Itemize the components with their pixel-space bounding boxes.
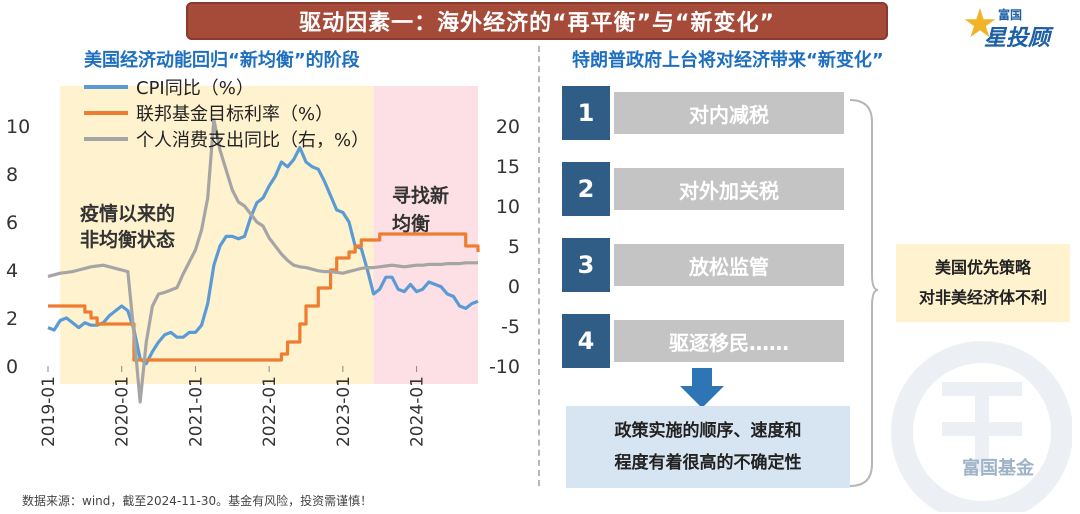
watermark-text: 富国基金 — [962, 458, 1034, 479]
left-subtitle: 美国经济动能回归“新均衡”的阶段 — [84, 50, 360, 71]
policy-line-1: 美国优先策略 — [934, 258, 1031, 277]
right-axis-tick-label: 5 — [508, 236, 520, 258]
panel-divider — [538, 46, 540, 486]
right-axis-tick-label: 10 — [496, 196, 520, 218]
left-axis-tick-label: 2 — [6, 308, 18, 330]
region-label: 疫情以来的 — [80, 202, 175, 225]
region-label: 非均衡状态 — [80, 228, 175, 251]
uncertainty-line-2: 程度有着很高的不确定性 — [614, 453, 802, 473]
legend-label-fed: 联邦基金目标利率（%） — [136, 104, 334, 125]
left-axis-tick-label: 6 — [6, 212, 18, 234]
x-axis-tick-label: 2024-01 — [408, 376, 428, 447]
watermark-logo-icon — [891, 341, 1072, 512]
series-line — [47, 118, 478, 404]
right-axis: -10 -5 0 5 10 15 20 — [489, 116, 520, 378]
x-axis-tick-label: 2021-01 — [186, 376, 206, 447]
step-4: 4 驱逐移民…… — [562, 314, 844, 368]
step-label: 对内减税 — [614, 92, 844, 134]
left-axis-tick-label: 8 — [6, 164, 18, 186]
right-axis-tick-label: 15 — [496, 156, 520, 178]
step-label: 驱逐移民…… — [614, 320, 844, 362]
x-axis-tick-label: 2020-01 — [113, 376, 133, 447]
policy-line-2: 对非美经济体不利 — [918, 288, 1047, 307]
step-label: 放松监管 — [614, 244, 844, 286]
step-1: 1 对内减税 — [562, 86, 844, 140]
left-axis-tick-label: 10 — [6, 116, 30, 138]
x-axis-tick-label: 2022-01 — [260, 376, 280, 447]
page-title: 驱动因素一：海外经济的“再平衡”与“新变化” — [186, 2, 888, 40]
legend-item-cpi: CPI同比（%） — [84, 74, 369, 100]
legend-swatch-fed — [84, 111, 128, 115]
uncertainty-line-1: 政策实施的顺序、速度和 — [614, 421, 802, 441]
step-2: 2 对外加关税 — [562, 162, 844, 216]
right-axis-tick-label: 0 — [508, 276, 520, 298]
step-number: 1 — [562, 86, 610, 140]
legend-item-fed: 联邦基金目标利率（%） — [84, 100, 369, 126]
uncertainty-box: 政策实施的顺序、速度和 程度有着很高的不确定性 — [566, 406, 850, 488]
star-icon: ★ — [962, 1, 998, 47]
legend-swatch-pce — [84, 137, 128, 141]
step-3: 3 放松监管 — [562, 238, 844, 292]
step-label: 对外加关税 — [614, 168, 844, 210]
policy-box: 美国优先策略 对非美经济体不利 — [896, 244, 1070, 322]
step-number: 3 — [562, 238, 610, 292]
data-source-note: 数据来源：wind，截至2024-11-30。基金有风险，投资需谨慎！ — [22, 494, 373, 508]
bracket-icon — [849, 99, 878, 487]
series-line — [47, 146, 479, 366]
legend-label-cpi: CPI同比（%） — [136, 78, 254, 99]
legend-item-pce: 个人消费支出同比（右，%） — [84, 126, 369, 152]
arrow-down-icon — [680, 368, 724, 408]
series-line — [48, 232, 480, 362]
right-subtitle: 特朗普政府上台将对经济带来“新变化” — [572, 50, 884, 71]
chart-legend: CPI同比（%） 联邦基金目标利率（%） 个人消费支出同比（右，%） — [84, 74, 369, 152]
region-label: 均衡 — [392, 212, 430, 235]
legend-label-pce: 个人消费支出同比（右，%） — [136, 130, 370, 151]
brand-logo: ★ 富国 星投顾 — [962, 1, 1074, 51]
right-axis-tick-label: -10 — [489, 356, 520, 378]
right-axis-tick-label: -5 — [501, 316, 520, 338]
step-number: 4 — [562, 314, 610, 368]
x-axis: 2019-01 2020-01 2021-01 2022-01 2023-01 2024-… — [39, 366, 428, 447]
x-axis-tick-label: 2019-01 — [39, 376, 59, 447]
left-axis-tick-label: 0 — [6, 356, 18, 378]
left-axis: 0 2 4 6 8 10 — [6, 116, 30, 378]
logo-product: 星投顾 — [984, 26, 1051, 51]
left-axis-tick-label: 4 — [6, 260, 18, 282]
series-lines — [47, 118, 480, 404]
logo-brand: 富国 — [998, 8, 1023, 22]
right-axis-tick-label: 20 — [496, 116, 520, 138]
region-label: 寻找新 — [392, 184, 449, 207]
legend-swatch-cpi — [84, 85, 128, 89]
step-number: 2 — [562, 162, 610, 216]
x-axis-tick-label: 2023-01 — [334, 376, 354, 447]
